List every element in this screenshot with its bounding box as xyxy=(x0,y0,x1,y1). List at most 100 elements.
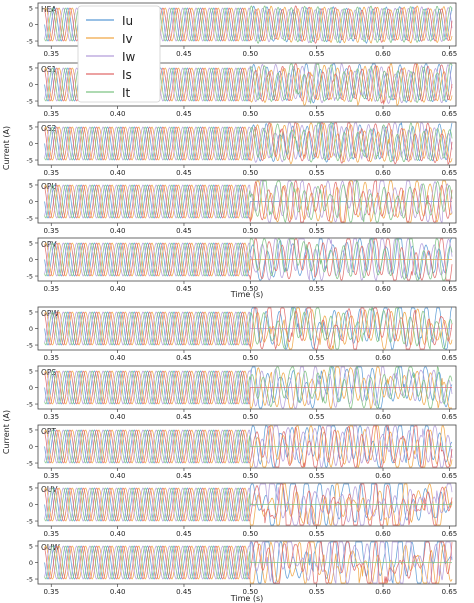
panel-label: OUV xyxy=(41,485,58,494)
xtick-label: 0.50 xyxy=(243,50,259,58)
xtick-label: 0.40 xyxy=(110,588,126,596)
ytick-label: 5 xyxy=(29,123,33,131)
series-is-line xyxy=(44,238,453,281)
xtick-label: 0.40 xyxy=(110,354,126,362)
xtick-label: 0.65 xyxy=(442,50,458,58)
xtick-label: 0.65 xyxy=(442,285,458,293)
xtick-label: 0.65 xyxy=(442,472,458,480)
series-is-line xyxy=(44,425,453,468)
series-iw-line xyxy=(44,366,453,409)
series-iv-line xyxy=(44,366,452,409)
xtick-label: 0.55 xyxy=(309,588,325,596)
series-it-line xyxy=(44,307,453,351)
xtick-label: 0.40 xyxy=(110,530,126,538)
ytick-label: 5 xyxy=(29,542,33,550)
xtick-label: 0.55 xyxy=(309,50,325,58)
series-it-line xyxy=(44,238,453,281)
xtick-label: 0.55 xyxy=(309,413,325,421)
ytick-label: 5 xyxy=(29,484,33,492)
xtick-label: 0.45 xyxy=(176,354,192,362)
ytick-label: 5 xyxy=(29,367,33,375)
ytick-label: 0 xyxy=(29,384,33,392)
ytick-label: -5 xyxy=(27,98,33,106)
xtick-label: 0.65 xyxy=(442,588,458,596)
series-it-line xyxy=(44,122,453,163)
ytick-label: -5 xyxy=(27,273,33,281)
xtick-label: 0.45 xyxy=(176,588,192,596)
xtick-label: 0.35 xyxy=(43,110,59,118)
xtick-label: 0.65 xyxy=(442,169,458,177)
series-is-line xyxy=(44,370,452,405)
y-axis-label: Current (A) xyxy=(2,126,11,170)
panel-ouv: 5 0 -5 0.35 0.40 0.45 0.50 0.55 0.60 0.65 OUV xyxy=(27,482,457,538)
series-is-line xyxy=(44,180,453,223)
xtick-label: 0.55 xyxy=(309,285,325,293)
xtick-label: 0.60 xyxy=(375,50,391,58)
legend-label-iw: Iw xyxy=(122,50,136,64)
xtick-label: 0.65 xyxy=(442,413,458,421)
ytick-label: 0 xyxy=(29,198,33,206)
xtick-label: 0.60 xyxy=(375,285,391,293)
ytick-label: -5 xyxy=(27,157,33,165)
xtick-label: 0.60 xyxy=(375,413,391,421)
series-it-line xyxy=(44,545,452,580)
xtick-label: 0.50 xyxy=(243,472,259,480)
series-it-line xyxy=(44,429,452,464)
x-axis-label: Time (s) xyxy=(230,594,264,603)
panel-label: OPT xyxy=(41,427,56,436)
ytick-label: -5 xyxy=(27,38,33,46)
xtick-label: 0.60 xyxy=(375,110,391,118)
legend-label-iu: Iu xyxy=(122,14,133,28)
ytick-label: 0 xyxy=(29,559,33,567)
xtick-label: 0.55 xyxy=(309,110,325,118)
ytick-label: -5 xyxy=(27,215,33,223)
xtick-label: 0.50 xyxy=(243,227,259,235)
series-is-line xyxy=(44,483,453,526)
series-it-line xyxy=(44,487,452,522)
series-iv-line xyxy=(44,425,453,468)
xtick-label: 0.35 xyxy=(43,169,59,177)
xtick-label: 0.50 xyxy=(243,413,259,421)
ytick-label: 5 xyxy=(29,426,33,434)
series-iw-line xyxy=(44,180,453,223)
series-is-line xyxy=(44,122,453,165)
xtick-label: 0.40 xyxy=(110,169,126,177)
xtick-label: 0.50 xyxy=(243,588,259,596)
xtick-label: 0.55 xyxy=(309,354,325,362)
xtick-label: 0.45 xyxy=(176,50,192,58)
ytick-label: 5 xyxy=(29,181,33,189)
xtick-label: 0.45 xyxy=(176,110,192,118)
legend: Iu Iv Iw Is It xyxy=(77,5,161,103)
series-it-line xyxy=(44,366,453,409)
xtick-label: 0.60 xyxy=(375,588,391,596)
series-iw-line xyxy=(44,425,453,468)
xtick-label: 0.50 xyxy=(243,285,259,293)
ytick-label: -5 xyxy=(27,460,33,468)
series-is-line xyxy=(44,307,453,350)
ytick-label: 0 xyxy=(29,21,33,29)
panel-opt: 5 0 -5 0.35 0.40 0.45 0.50 0.55 0.60 0.65 OPT xyxy=(27,424,458,480)
xtick-label: 0.60 xyxy=(375,169,391,177)
ytick-label: -5 xyxy=(27,401,33,409)
xtick-label: 0.55 xyxy=(309,530,325,538)
ytick-label: -5 xyxy=(27,518,33,526)
xtick-label: 0.40 xyxy=(110,110,126,118)
xtick-label: 0.40 xyxy=(110,472,126,480)
series-it-line xyxy=(44,180,453,223)
xtick-label: 0.60 xyxy=(375,227,391,235)
xtick-label: 0.60 xyxy=(375,530,391,538)
ytick-label: -5 xyxy=(27,342,33,350)
legend-label-iv: Iv xyxy=(122,32,133,46)
xtick-label: 0.65 xyxy=(442,227,458,235)
ytick-label: 0 xyxy=(29,256,33,264)
xtick-label: 0.50 xyxy=(243,110,259,118)
series-iw-line xyxy=(44,122,453,163)
xtick-label: 0.35 xyxy=(43,588,59,596)
panel-label: OPW xyxy=(41,309,59,318)
series-is-line xyxy=(44,541,453,584)
ytick-label: 5 xyxy=(29,4,33,12)
xtick-label: 0.45 xyxy=(176,227,192,235)
